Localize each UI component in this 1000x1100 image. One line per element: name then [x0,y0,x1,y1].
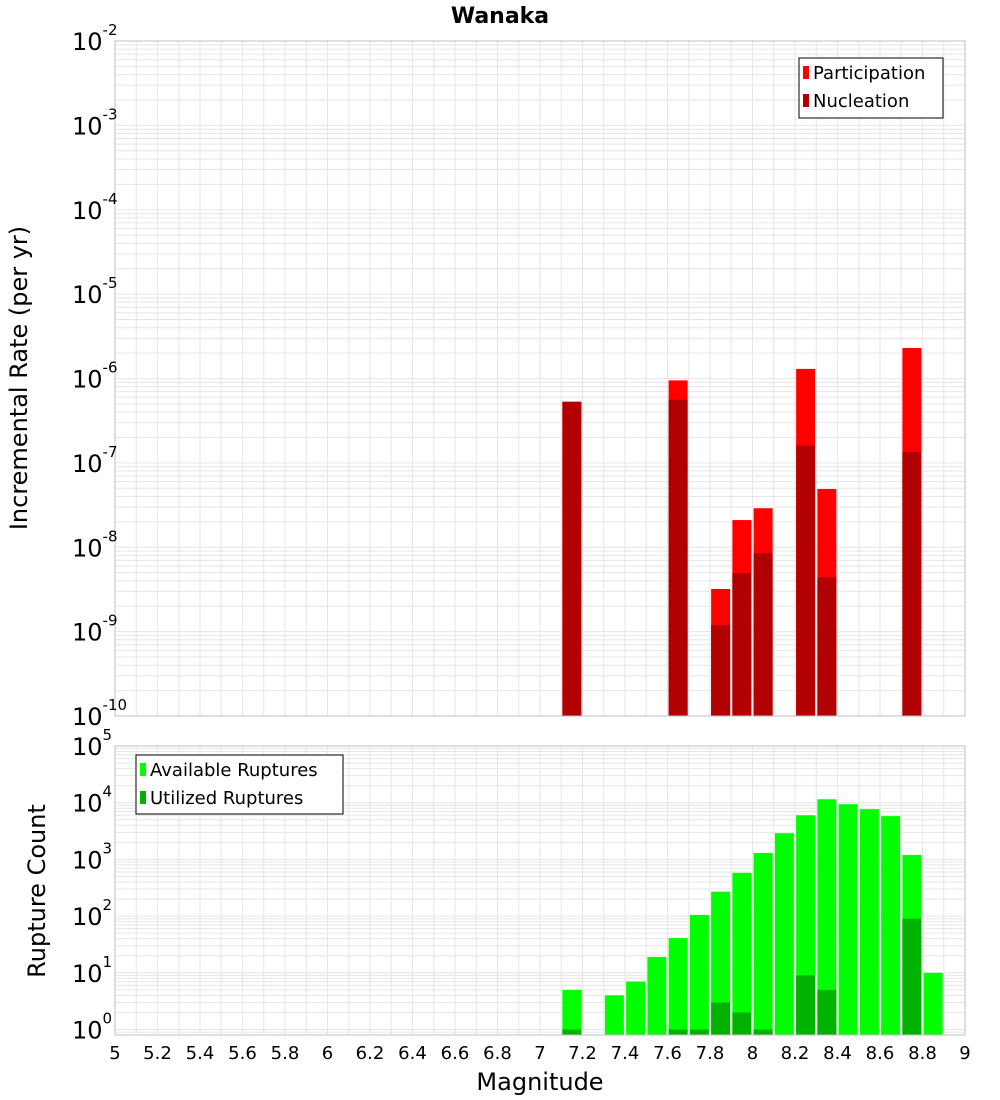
utilized-ruptures-bar [562,1029,582,1035]
x-tick-label: 7.8 [696,1043,725,1064]
available-ruptures-bar [668,938,688,1035]
bottom-y-axis-label: Rupture Count [23,804,51,978]
x-tick-label: 7.6 [653,1043,682,1064]
chart-title: Wanaka [451,4,549,29]
top-legend: Participation Nucleation [798,57,944,119]
utilized-ruptures-bar [668,1029,688,1035]
y-tick-label: 10-8 [72,527,118,562]
legend-participation-label: Participation [813,63,925,84]
available-ruptures-bar [732,872,752,1035]
nucleation-bar [562,401,582,716]
x-tick-label: 6.2 [356,1043,385,1064]
y-tick-label: 10-6 [72,359,118,394]
x-tick-label: 6.4 [398,1043,427,1064]
top-y-axis-label: Incremental Rate (per yr) [5,226,33,530]
x-tick-label: 8 [747,1043,758,1064]
bottom-legend: Available Ruptures Utilized Ruptures [135,754,344,815]
y-tick-label: 10-4 [72,190,118,225]
nucleation-bar [711,624,731,716]
y-tick-label: 101 [72,953,112,988]
y-tick-label: 10-2 [72,21,118,56]
top-plot-frame [114,40,966,717]
y-tick-label: 10-3 [72,105,118,140]
x-tick-label: 5.2 [143,1043,172,1064]
x-tick-label: 5.8 [271,1043,300,1064]
y-tick-label: 104 [72,783,112,818]
nucleation-bar [668,399,688,716]
available-ruptures-bar [604,995,624,1035]
bottom-y-tick-labels: 100 101 102 103 104 105 [72,726,112,1045]
top-gridlines [114,40,966,717]
x-axis-label: Magnitude [476,1068,603,1096]
available-ruptures-bar [923,972,943,1035]
available-ruptures-bar [711,891,731,1035]
x-tick-label: 7.4 [611,1043,640,1064]
legend-nucleation-swatch [803,94,809,107]
legend-nucleation-label: Nucleation [813,91,909,112]
legend-utilized-swatch [140,791,146,804]
x-tick-label: 6 [322,1043,333,1064]
x-tick-label: 8.6 [866,1043,895,1064]
available-ruptures-bar [817,799,837,1035]
x-tick-labels: 5 5.2 5.4 5.6 5.8 6 6.2 6.4 6.6 6.8 7 7.2 7.4 7.6 7.8 8… [109,1043,970,1064]
nucleation-bar [902,451,922,716]
x-tick-label: 7.2 [568,1043,597,1064]
legend-available-swatch [140,763,146,776]
x-tick-label: 8.4 [823,1043,852,1064]
x-tick-label: 9 [959,1043,970,1064]
x-tick-label: 8.8 [908,1043,937,1064]
available-ruptures-bar [626,981,646,1035]
top-panel: 10-10 10-9 10-8 10-7 10-6 10-5 10-4 10-3 10-2 In… [5,21,966,731]
bottom-bars [562,799,943,1035]
utilized-ruptures-bar [902,918,922,1035]
x-tick-label: 5.4 [186,1043,215,1064]
utilized-ruptures-bar [753,1029,773,1035]
top-y-tick-labels: 10-10 10-9 10-8 10-7 10-6 10-5 10-4 10-3 10-2 [72,21,127,731]
y-tick-label: 102 [72,896,112,931]
legend-available-label: Available Ruptures [150,760,318,781]
bottom-panel: 100 101 102 103 104 105 5 5.2 5.4 5.6 5.8 6 6.2 6.4 6… [23,726,971,1096]
available-ruptures-bar [859,809,879,1035]
nucleation-bar [796,445,816,716]
available-ruptures-bar [838,804,858,1035]
legend-utilized-label: Utilized Ruptures [150,788,303,809]
x-tick-label: 8.2 [781,1043,810,1064]
nucleation-bar [732,573,752,716]
available-ruptures-bar [774,833,794,1035]
y-tick-label: 10-10 [72,696,127,731]
bottom-plot-frame [114,745,966,1036]
y-tick-label: 10-5 [72,274,118,309]
top-legend-box [798,57,944,119]
utilized-ruptures-bar [689,1029,709,1035]
top-bars [562,347,922,716]
x-tick-label: 6.8 [483,1043,512,1064]
x-tick-label: 5.6 [228,1043,257,1064]
y-tick-label: 105 [72,726,112,761]
nucleation-bar [753,553,773,716]
bottom-legend-box [135,754,344,815]
available-ruptures-bar [689,914,709,1035]
utilized-ruptures-bar [732,1012,752,1035]
x-tick-label: 7 [534,1043,545,1064]
utilized-ruptures-bar [817,989,837,1035]
x-tick-label: 6.6 [441,1043,470,1064]
available-ruptures-bar [647,956,667,1035]
utilized-ruptures-bar [711,1002,731,1035]
nucleation-bar [817,577,837,716]
available-ruptures-bar [562,989,582,1035]
x-tick-label: 5 [109,1043,120,1064]
y-tick-label: 103 [72,839,112,874]
available-ruptures-bar [881,816,901,1035]
y-tick-label: 10-7 [72,443,118,478]
utilized-ruptures-bar [796,975,816,1035]
legend-participation-swatch [803,66,809,79]
y-tick-label: 100 [72,1010,112,1045]
available-ruptures-bar [753,852,773,1035]
y-tick-label: 10-9 [72,612,118,647]
